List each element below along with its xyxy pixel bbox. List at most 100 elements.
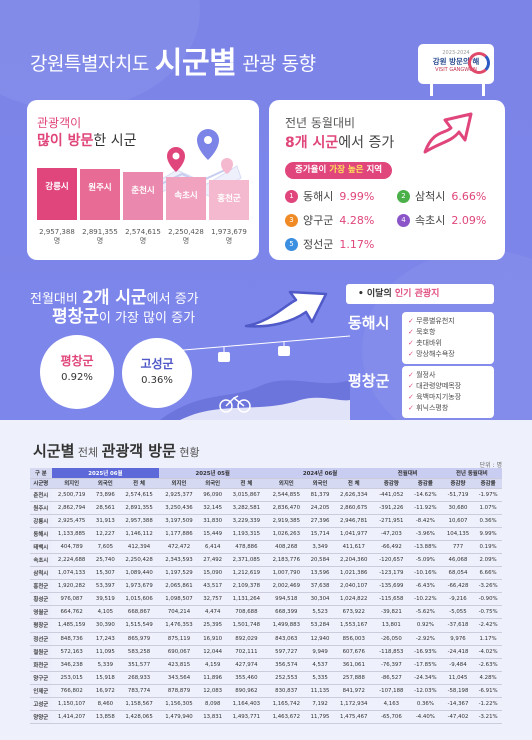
mom-message-line1: 전월대비 2개 시군에서 증가 [30, 288, 199, 308]
col-header: 외국인 [91, 478, 120, 489]
value-cell: 1,158,567 [119, 697, 160, 712]
value-cell: 1,026,263 [266, 527, 307, 541]
rank-percent: 6.66% [451, 189, 487, 203]
value-cell: 2,002,469 [266, 579, 307, 594]
title-suffix: 관광 동향 [242, 53, 316, 75]
region-cell: 정선군 [30, 632, 52, 646]
bar-value-2: 2,891,355명 [82, 228, 118, 245]
table-row: 고성군 1,150,107 8,460 1,158,567 1,156,305 8,098… [30, 697, 502, 712]
value-cell: 1,475,467 [333, 710, 374, 725]
value-cell: 356,574 [266, 658, 307, 672]
value-cell: 408,268 [266, 540, 307, 554]
value-cell: -391,226 [373, 501, 409, 515]
value-cell: 3,015,867 [226, 488, 267, 502]
region-cell: 인제군 [30, 684, 52, 699]
region-cell: 속초시 [30, 553, 52, 568]
table-row: 양구군 253,015 15,918 268,933 343,564 11,896 355,… [30, 671, 502, 685]
value-cell: -13.88% [409, 540, 442, 554]
value-cell: 1,499,883 [266, 618, 307, 633]
spot-list-donghae: 무릉별유천지묵호항촛대바위망상해수욕장 [402, 312, 494, 364]
value-cell: 351,577 [119, 658, 160, 672]
value-cell: 1,212,619 [226, 566, 267, 581]
rank-region: 속초시 [415, 214, 446, 227]
value-cell: 2,626,334 [333, 488, 374, 502]
region-cell: 태백시 [30, 540, 52, 554]
title-prefix: 강원특별자치도 [30, 53, 149, 75]
value-cell: 361,061 [333, 658, 374, 672]
value-cell: 5,335 [306, 671, 334, 685]
value-cell: 28,561 [91, 501, 120, 515]
region-cell: 양구군 [30, 671, 52, 685]
region-cell: 동해시 [30, 527, 52, 541]
col-header: 외지인 [51, 478, 92, 489]
value-cell: -5,055 [441, 605, 475, 620]
value-cell: 2,919,385 [266, 514, 307, 528]
value-cell: 848,736 [51, 632, 92, 646]
value-cell: 2,860,675 [333, 501, 374, 515]
region-cell: 영월군 [30, 605, 52, 620]
value-cell: -5.09% [409, 553, 442, 568]
card-heading: 관광객이 [37, 116, 82, 130]
value-cell: 783,774 [119, 684, 160, 699]
value-cell: -3.26% [474, 579, 502, 594]
rising-arrow-icon [423, 112, 473, 154]
value-cell: 1,024,822 [333, 592, 374, 607]
col-group-prev-year: 2024년 06월 [266, 468, 374, 479]
value-cell: 1,515,549 [119, 618, 160, 633]
col-gubun: 구 분 [30, 468, 52, 479]
rank-number: 4 [397, 213, 410, 227]
value-cell: 12,940 [306, 632, 334, 646]
value-cell: 3,250,436 [159, 501, 199, 515]
rank-item-5: 5 정선군 1.17% [285, 236, 374, 252]
value-cell: 1,177,886 [159, 527, 199, 541]
value-cell: 30,304 [306, 592, 334, 607]
value-cell: 15,449 [198, 527, 227, 541]
value-cell: 252,553 [266, 671, 307, 685]
value-cell: -8.42% [409, 514, 442, 528]
value-cell: 766,802 [51, 684, 92, 699]
value-cell: 878,879 [159, 684, 199, 699]
value-cell: 583,258 [119, 645, 160, 659]
col-header: 외지인 [266, 478, 307, 489]
value-cell: -5.62% [409, 605, 442, 620]
value-cell: 1,973,679 [119, 579, 160, 594]
value-cell: -65,706 [373, 710, 409, 725]
value-cell: -9,216 [441, 592, 475, 607]
region-cell: 삼척시 [30, 566, 52, 581]
value-cell: 1,041,977 [333, 527, 374, 541]
card-heading: 전년 동월대비 [285, 116, 356, 130]
table-row: 정선군 848,736 17,243 865,979 875,119 16,910 892,… [30, 632, 502, 646]
value-cell: 2,957,388 [119, 514, 160, 528]
value-cell: 2.09% [474, 553, 502, 568]
value-cell: -10.22% [409, 592, 442, 607]
yoy-increase-card: 전년 동월대비 8개 시군에서 증가 증가율이 가장 높은 지역 1 동해시 9.9… [269, 100, 505, 260]
value-cell: -6.43% [409, 579, 442, 594]
value-cell: 1,098,507 [159, 592, 199, 607]
rank-item-1: 1 동해시 9.99% [285, 188, 374, 204]
value-cell: 0.92% [409, 618, 442, 633]
spot-item: 망상해수욕장 [408, 349, 488, 360]
region-cell: 고성군 [30, 697, 52, 712]
value-cell: 30,680 [441, 501, 475, 515]
value-cell: -6.91% [474, 684, 502, 699]
table-row: 원주시 2,862,794 28,561 2,891,355 3,250,436 32,1… [30, 501, 502, 515]
circle-region: 고성군 [140, 357, 174, 371]
value-cell: 404,789 [51, 540, 92, 554]
value-cell: 2,183,776 [266, 553, 307, 568]
rank-number: 2 [397, 189, 410, 203]
value-cell: -9,484 [441, 658, 475, 672]
value-cell: -12.03% [409, 684, 442, 699]
title-main: 시군별 [154, 46, 237, 81]
value-cell: 31,830 [198, 514, 227, 528]
value-cell: 81,379 [306, 488, 334, 502]
value-cell: 2,946,781 [333, 514, 374, 528]
value-cell: 1,920,282 [51, 579, 92, 594]
sign-pole [482, 82, 485, 96]
bar-4: 속초시 [166, 177, 206, 220]
region-cell: 횡성군 [30, 592, 52, 607]
popular-spots-title: • 이달의 인기 관광지 [346, 284, 494, 304]
region-cell: 춘천시 [30, 488, 52, 502]
spot-region-donghae: 동해시 [348, 314, 390, 332]
rank-percent: 4.28% [339, 213, 375, 227]
value-cell: 11,795 [306, 710, 334, 725]
